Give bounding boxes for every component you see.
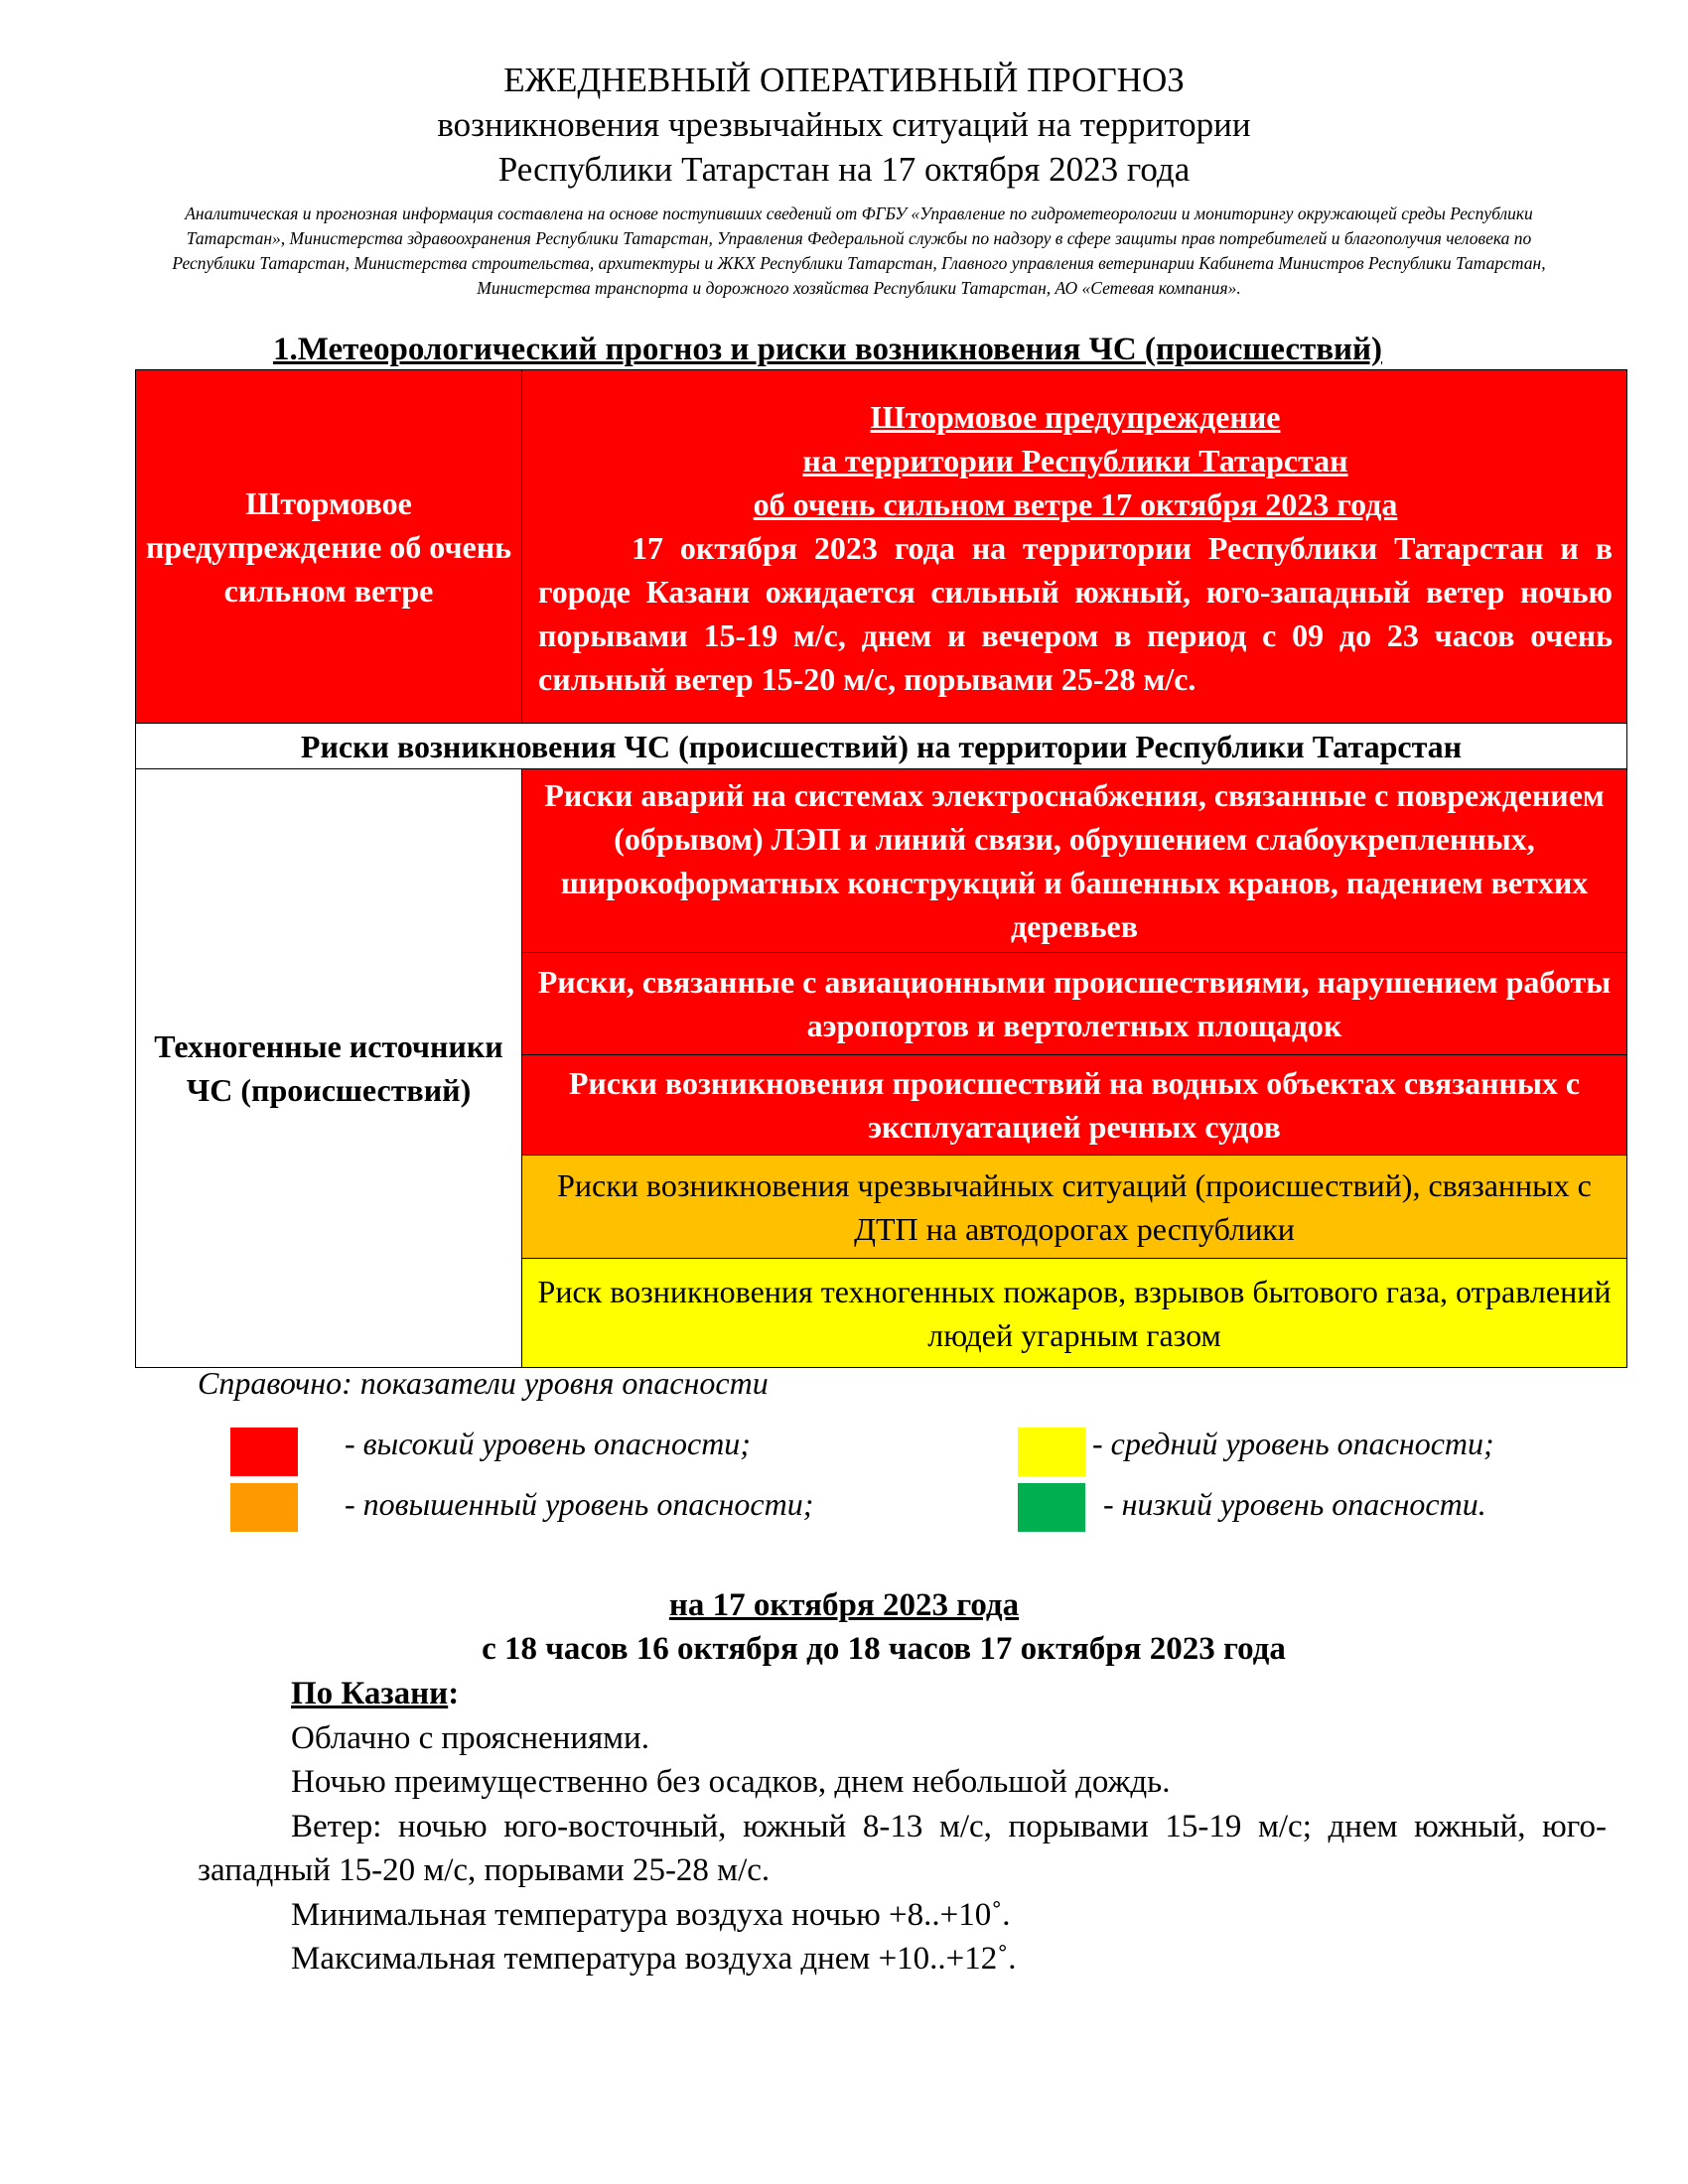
risks-heading: Риски возникновения ЧС (происшествий) на… bbox=[135, 723, 1627, 769]
title-line-1: ЕЖЕДНЕВНЫЙ ОПЕРАТИВНЫЙ ПРОГНОЗ bbox=[503, 61, 1185, 99]
legend-swatch-high bbox=[230, 1428, 298, 1476]
legend-label-elevated: - повышенный уровень опасности; bbox=[345, 1486, 814, 1522]
risk-item-power: Риски аварий на системах электроснабжени… bbox=[521, 768, 1627, 953]
forecast-date: на 17 октября 2023 года bbox=[668, 1587, 1020, 1623]
title-line-3: Республики Татарстан на 17 октября 2023 … bbox=[497, 150, 1191, 189]
legend-label-high: - высокий уровень опасности; bbox=[345, 1426, 751, 1461]
storm-label-cell: Штормовое предупреждение об очень сильно… bbox=[135, 369, 522, 724]
forecast-line-precip: Ночью преимущественно без осадков, днем … bbox=[291, 1764, 1171, 1800]
section-heading: 1.Метеорологический прогноз и риски возн… bbox=[273, 332, 1383, 367]
storm-body: 17 октября 2023 года на территории Респу… bbox=[538, 529, 1613, 697]
legend-swatch-elevated bbox=[230, 1483, 298, 1532]
risk-item-fire: Риск возникновения техногенных пожаров, … bbox=[521, 1258, 1627, 1368]
city-heading-colon: : bbox=[448, 1676, 460, 1711]
risk-category-cell: Техногенные источники ЧС (происшествий) bbox=[135, 768, 522, 1368]
legend-label-low: - низкий уровень опасности. bbox=[1103, 1486, 1486, 1522]
forecast-line-cloud: Облачно с прояснениями. bbox=[291, 1719, 649, 1756]
risk-item-traffic: Риски возникновения чрезвычайных ситуаци… bbox=[521, 1155, 1627, 1259]
legend-label-medium: - средний уровень опасности; bbox=[1092, 1426, 1494, 1461]
storm-heading-2: на территории Республики Татарстан bbox=[802, 442, 1348, 478]
storm-heading-1: Штормовое предупреждение bbox=[870, 398, 1281, 435]
risk-table: Штормовое предупреждение об очень сильно… bbox=[135, 369, 1627, 1368]
forecast-body: По Казани: Облачно с прояснениями. Ночью… bbox=[198, 1672, 1607, 1981]
intro-sources: Аналитическая и прогнозная информация со… bbox=[172, 204, 1546, 298]
forecast-line-wind: Ветер: ночью юго-восточный, южный 8-13 м… bbox=[198, 1808, 1607, 1889]
legend-title: Справочно: показатели уровня опасности bbox=[198, 1365, 769, 1401]
forecast-line-min-temp: Минимальная температура воздуха ночью +8… bbox=[291, 1896, 1011, 1933]
forecast-period: с 18 часов 16 октября до 18 часов 17 окт… bbox=[482, 1631, 1286, 1667]
storm-label: Штормовое предупреждение об очень сильно… bbox=[145, 484, 512, 609]
forecast-line-max-temp: Максимальная температура воздуха днем +1… bbox=[291, 1941, 1017, 1977]
city-heading: По Казани bbox=[291, 1676, 449, 1711]
risk-category: Техногенные источники ЧС (происшествий) bbox=[154, 1028, 503, 1108]
storm-heading-3: об очень сильном ветре 17 октября 2023 г… bbox=[753, 485, 1398, 522]
storm-warning-cell: Штормовое предупреждение на территории Р… bbox=[521, 369, 1627, 724]
risk-item-water: Риски возникновения происшествий на водн… bbox=[521, 1054, 1627, 1156]
document-title: ЕЖЕДНЕВНЫЙ ОПЕРАТИВНЫЙ ПРОГНОЗ возникнов… bbox=[0, 58, 1688, 192]
legend-swatch-medium bbox=[1018, 1428, 1085, 1476]
risk-item-aviation: Риски, связанные с авиационными происшес… bbox=[521, 952, 1627, 1055]
title-line-2: возникновения чрезвычайных ситуаций на т… bbox=[437, 105, 1251, 144]
legend-swatch-low bbox=[1018, 1483, 1085, 1532]
